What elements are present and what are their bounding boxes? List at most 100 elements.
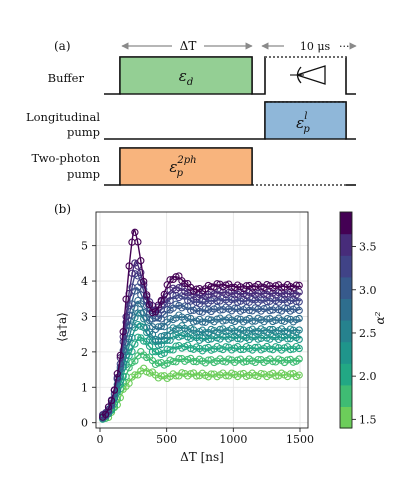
data-point (295, 371, 303, 379)
data-point (283, 314, 292, 323)
data-point (207, 370, 215, 378)
colorbar-segment (340, 298, 352, 321)
colorbar-tick-label: 2.0 (359, 370, 377, 383)
colorbar-segment (340, 276, 352, 299)
x-tick-label: 1500 (286, 433, 314, 446)
colorbar-segment (340, 341, 352, 364)
y-tick-label: 2 (81, 346, 88, 359)
colorbar: 1.5 2.0 2.5 3.0 3.5 (339, 211, 377, 429)
x-tick-label: 500 (156, 433, 177, 446)
data-point (213, 297, 221, 305)
data-point (266, 307, 274, 315)
data-point (143, 291, 151, 299)
data-point (210, 290, 218, 298)
data-point (295, 335, 303, 344)
data-point (295, 306, 303, 315)
data-point (277, 284, 286, 292)
data-point (204, 335, 212, 344)
data-point (204, 315, 212, 323)
data-point (222, 372, 230, 380)
ten-us-label: 10 μs (300, 40, 331, 53)
colorbar-segment (340, 255, 352, 278)
panel-a-label: (a) (54, 39, 71, 53)
data-point (137, 257, 145, 265)
row-label-twophoton-2: pump (67, 167, 100, 181)
data-point (113, 370, 121, 378)
data-point (160, 290, 168, 299)
buffer-row: εd (104, 56, 356, 95)
data-point (263, 297, 271, 306)
colorbar-segment (340, 406, 352, 429)
data-point (222, 343, 230, 351)
panel-b-label: (b) (54, 202, 71, 216)
data-point (172, 372, 180, 380)
row-label-longitudinal-2: pump (67, 125, 100, 139)
data-point (286, 370, 295, 378)
data-point (137, 268, 145, 277)
data-point (239, 358, 248, 366)
plot-area: 0 500 1000 1500 0 1 2 3 4 5 (81, 211, 314, 446)
data-point (131, 357, 139, 365)
data-point (122, 313, 130, 321)
x-axis-label: ΔT [ns] (180, 450, 224, 464)
colorbar-frame (339, 211, 353, 429)
data-point (295, 298, 303, 306)
y-axis-label: ⟨a†a⟩ (55, 312, 69, 342)
x-tick-label: 1000 (219, 433, 247, 446)
data-point (295, 326, 303, 334)
longitudinal-row: εl p (104, 101, 356, 140)
twophoton-row: ε2ph p (104, 147, 356, 186)
data-point (131, 228, 139, 236)
data-point (245, 306, 253, 315)
data-point (280, 327, 289, 336)
data-point (272, 343, 280, 351)
data-point (101, 410, 110, 418)
data-point (104, 403, 113, 411)
data-point (131, 371, 139, 379)
data-point (280, 304, 289, 312)
data-point (251, 328, 259, 336)
data-point (269, 357, 277, 366)
colorbar-segment (340, 233, 352, 256)
data-point (216, 306, 224, 314)
readout-icon (290, 65, 326, 85)
data-point (178, 369, 186, 377)
data-point (145, 301, 154, 309)
data-point (231, 291, 239, 299)
data-point (286, 345, 295, 354)
data-point (219, 317, 227, 325)
data-point (143, 353, 151, 362)
data-point (260, 290, 268, 298)
colorbar-segment (340, 212, 352, 235)
data-point (295, 355, 303, 363)
y-tick-label: 1 (81, 381, 88, 394)
data-point (110, 386, 119, 394)
plot-frame (95, 211, 309, 429)
colorbar-tick-label: 3.0 (359, 284, 377, 297)
data-point (292, 281, 300, 289)
delta-t-label: ΔT (180, 39, 197, 53)
data-point (213, 280, 221, 288)
data-point (257, 369, 265, 378)
data-point (181, 280, 189, 288)
x-tick-label: 0 (97, 433, 104, 446)
y-tick-label: 0 (81, 417, 88, 430)
data-point (295, 344, 303, 353)
data-point (169, 357, 177, 366)
data-point (184, 313, 192, 322)
data-point (166, 276, 174, 284)
data-point (122, 295, 130, 303)
data-point (248, 317, 256, 325)
data-point (157, 296, 165, 305)
data-point (175, 354, 183, 363)
data-point (172, 273, 180, 281)
data-point (157, 322, 165, 331)
data-point (107, 397, 116, 405)
data-point (125, 262, 133, 270)
row-label-longitudinal: Longitudinal (26, 110, 100, 124)
ten-us-ellipsis: ··· (339, 40, 350, 53)
data-point (295, 314, 303, 323)
row-label-buffer: Buffer (48, 71, 85, 85)
colorbar-segment (340, 363, 352, 386)
